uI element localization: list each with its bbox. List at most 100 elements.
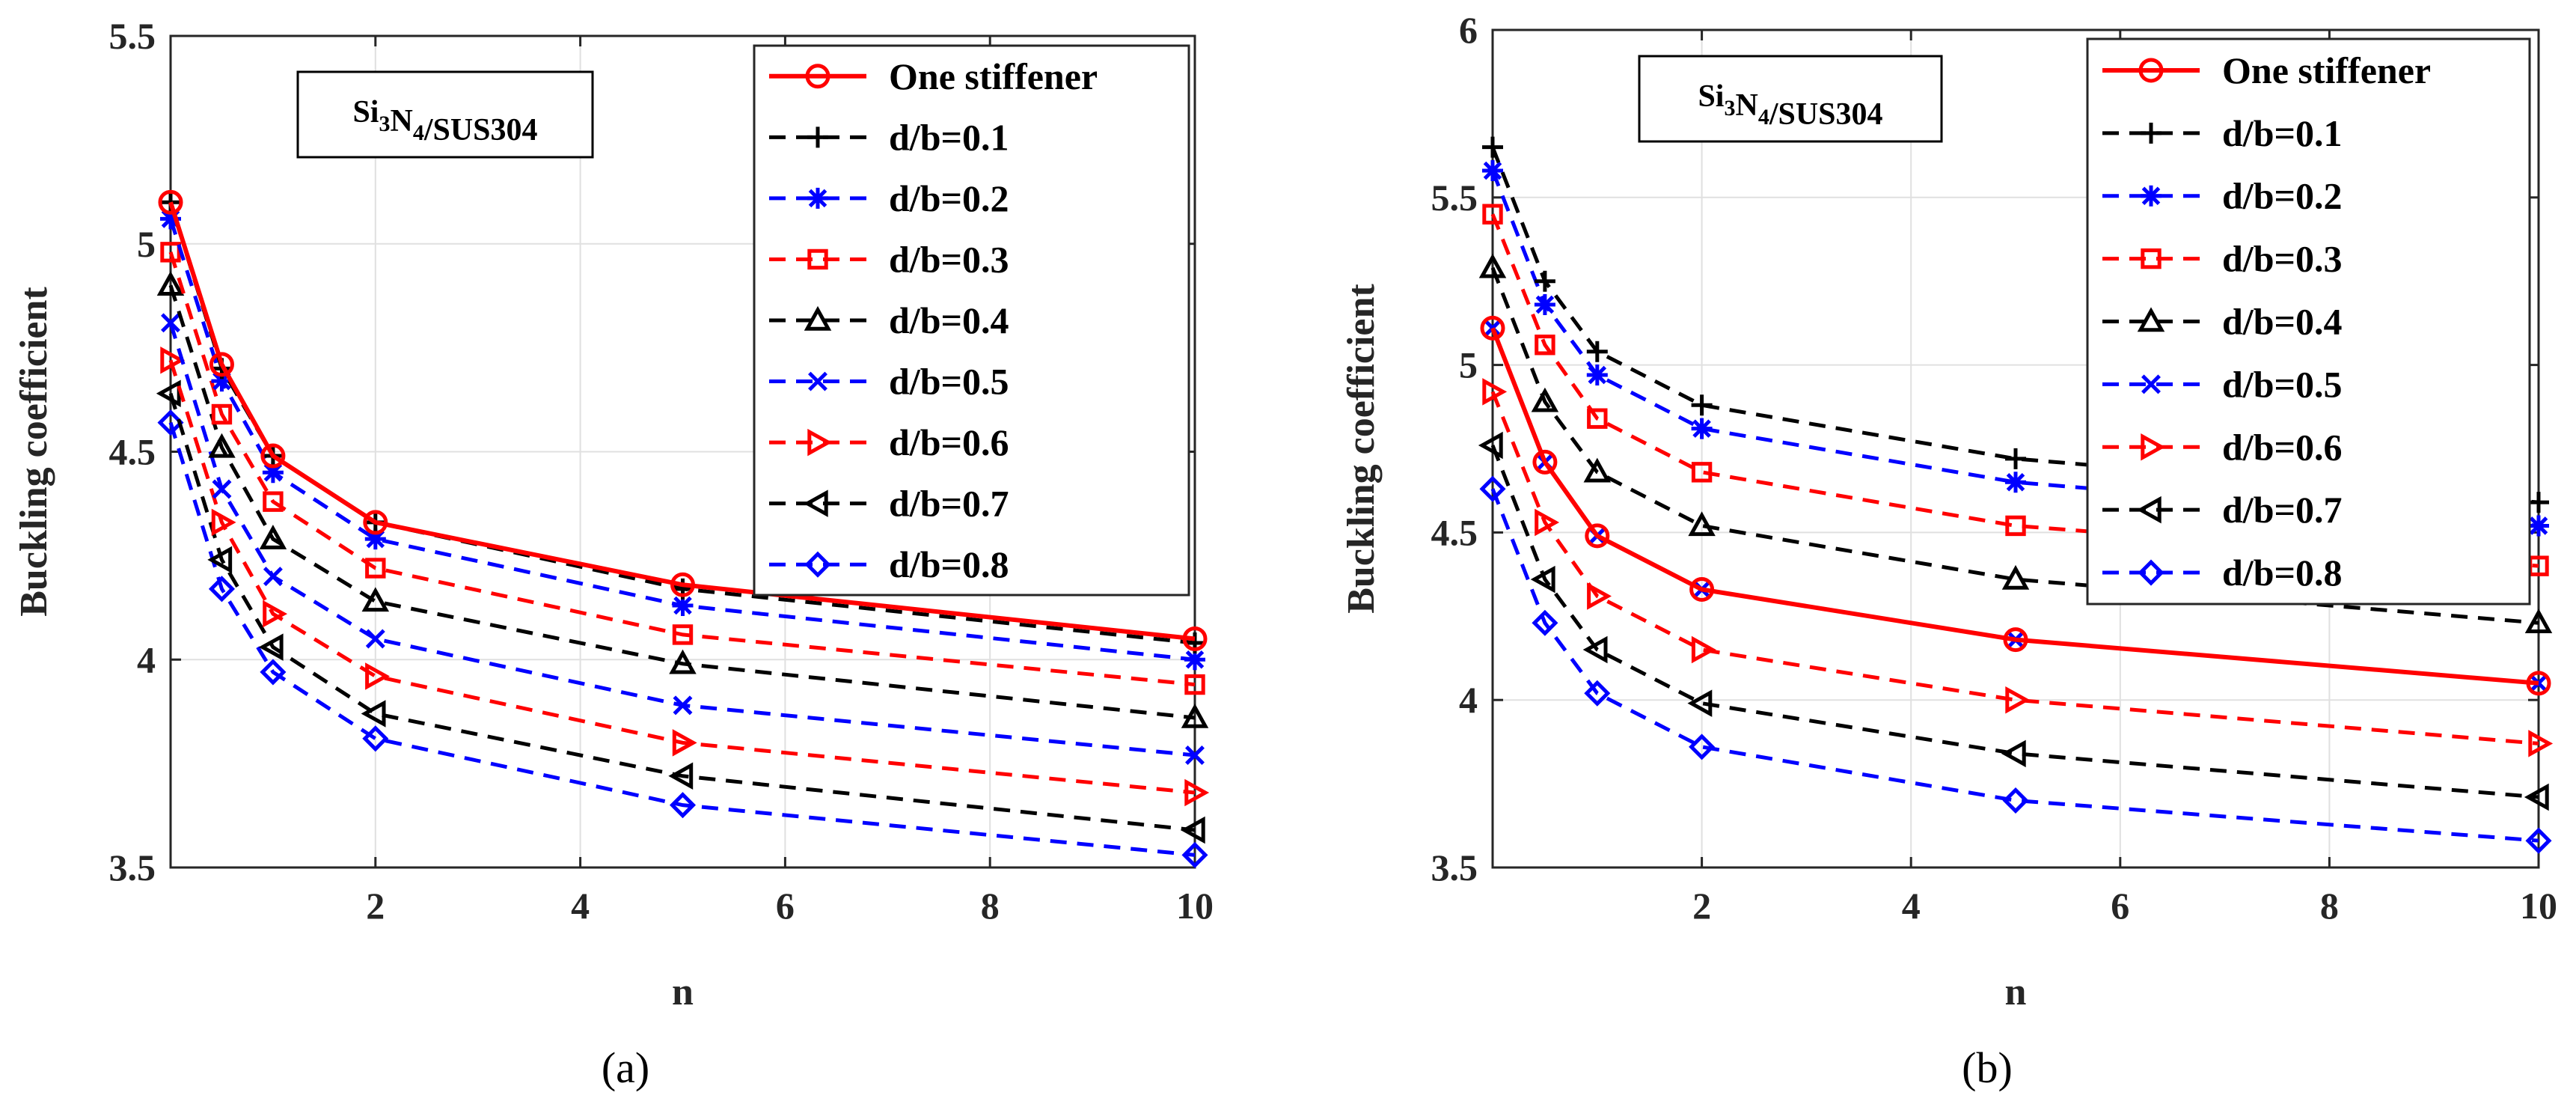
data-point — [2005, 472, 2026, 493]
legend-marker — [2136, 495, 2162, 524]
y-tick-label: 4 — [1459, 679, 1478, 721]
y-tick-label: 5.5 — [109, 15, 156, 57]
annotation-mid: N — [1735, 88, 1757, 123]
legend-entry: d/b=0.4 — [2102, 301, 2343, 343]
data-point — [365, 662, 390, 690]
legend-marker — [2138, 559, 2164, 586]
data-point — [1478, 431, 1503, 460]
annotation-sub2: 4 — [413, 121, 424, 145]
data-point — [1482, 378, 1508, 406]
x-tick-label: 6 — [776, 885, 795, 927]
data-point — [1185, 745, 1205, 765]
legend-entry: d/b=0.2 — [2102, 175, 2343, 217]
data-point — [2005, 448, 2026, 469]
data-point — [1482, 136, 1503, 158]
data-point — [263, 491, 284, 512]
legend-marker — [807, 428, 833, 457]
legend-entry: d/b=0.7 — [2102, 489, 2343, 531]
data-point — [2002, 787, 2029, 814]
y-tick-label: 5 — [137, 223, 156, 265]
data-point — [670, 572, 695, 597]
y-tick-label: 4 — [137, 638, 156, 680]
data-point — [2001, 739, 2026, 768]
legend-entry: d/b=0.6 — [769, 421, 1009, 463]
data-point — [1531, 387, 1559, 412]
legend-marker — [2141, 433, 2166, 461]
data-point — [1687, 689, 1713, 717]
y-axis-label: Buckling coefficient — [1340, 284, 1383, 614]
legend-entry: d/b=0.6 — [2102, 426, 2343, 468]
series-line — [168, 322, 1196, 757]
data-point — [1587, 582, 1612, 610]
annotation-sub1: 3 — [379, 112, 390, 136]
legend-label: d/b=0.6 — [889, 421, 1009, 463]
legend-marker — [2141, 185, 2162, 207]
y-axis-label: Buckling coefficient — [13, 287, 55, 617]
data-point — [1587, 408, 1608, 429]
data-point — [263, 600, 288, 628]
annotation-text: Si3N4/SUS304 — [1698, 79, 1882, 132]
x-tick-label: 8 — [2320, 885, 2339, 927]
annotation-text: Si3N4/SUS304 — [352, 95, 537, 147]
data-point — [1535, 335, 1555, 356]
data-point — [258, 633, 284, 661]
panel-caption: (a) — [602, 1043, 649, 1092]
x-tick-label: 2 — [366, 885, 385, 927]
data-point — [669, 792, 697, 819]
data-point — [673, 695, 693, 716]
legend-label: d/b=0.2 — [2222, 175, 2343, 217]
annotation-prefix: Si — [1698, 79, 1724, 114]
data-point — [259, 525, 287, 549]
series-7 — [1478, 431, 2549, 811]
data-point — [161, 313, 180, 333]
data-point — [1691, 635, 1716, 664]
series-6 — [1482, 378, 2554, 757]
data-point — [2005, 686, 2031, 714]
annotation-prefix: Si — [352, 95, 379, 129]
data-point — [2003, 627, 2028, 653]
annotation-mid: N — [390, 104, 412, 138]
legend-marker — [803, 490, 828, 517]
y-tick-label: 4.5 — [109, 431, 156, 473]
data-point — [672, 595, 694, 617]
x-tick-label: 6 — [2111, 885, 2129, 927]
x-tick-label: 10 — [1176, 885, 1214, 927]
data-point — [158, 189, 183, 215]
legend-label: d/b=0.3 — [889, 238, 1009, 280]
legend-label: d/b=0.2 — [889, 177, 1009, 219]
data-point — [1586, 365, 1608, 386]
data-point — [211, 403, 233, 425]
data-point — [1184, 674, 1205, 695]
legend-marker — [2141, 374, 2161, 394]
legend-marker — [2141, 122, 2162, 144]
data-point — [672, 624, 694, 645]
data-point — [1482, 204, 1503, 225]
legend-entry: d/b=0.8 — [769, 543, 1009, 585]
data-point — [2524, 609, 2553, 633]
series-line — [1490, 488, 2539, 843]
legend-marker — [807, 187, 828, 209]
legend-entry: d/b=0.2 — [769, 177, 1009, 219]
legend-entry: d/b=0.4 — [769, 299, 1009, 341]
x-tick-label: 4 — [571, 885, 590, 927]
data-point — [1688, 511, 1716, 537]
legend-label: d/b=0.4 — [889, 299, 1009, 341]
data-point — [1586, 341, 1608, 362]
data-point — [207, 546, 233, 574]
data-point — [2528, 730, 2554, 757]
data-point — [1691, 418, 1713, 439]
data-point — [2005, 515, 2026, 537]
legend-label: One stiffener — [2222, 49, 2431, 91]
legend-entry: One stiffener — [769, 55, 1098, 97]
data-point — [1534, 294, 1555, 316]
y-tick-label: 5.5 — [1431, 177, 1478, 219]
legend-entry: d/b=0.5 — [2102, 363, 2343, 405]
data-point — [1689, 734, 1716, 760]
panel-caption: (b) — [1962, 1043, 2013, 1092]
legend-entry: d/b=0.8 — [2102, 552, 2343, 594]
annotation-suffix: /SUS304 — [423, 113, 538, 147]
legend-label: d/b=0.6 — [2222, 426, 2343, 468]
data-point — [672, 729, 697, 757]
x-axis-label: n — [2005, 971, 2027, 1013]
data-point — [1583, 457, 1612, 483]
